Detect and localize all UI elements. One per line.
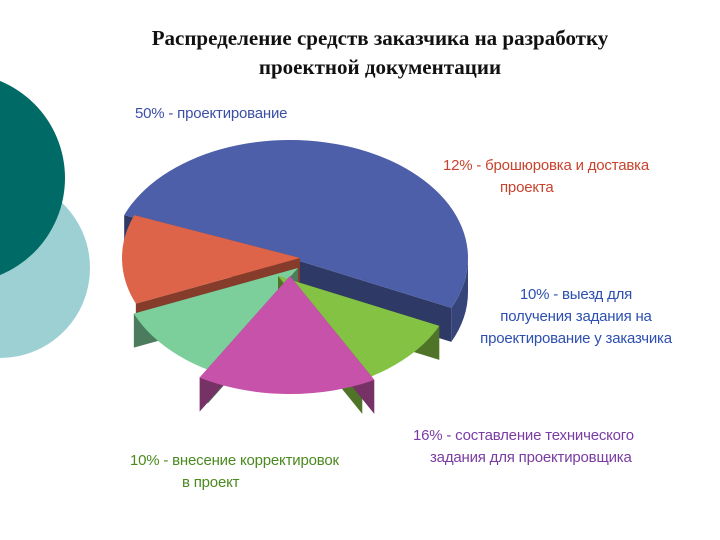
label-corrections-line-1: 10% - внесение корректировок — [130, 452, 339, 469]
slice-site-visit-top — [133, 268, 298, 370]
label-binding-delivery-line-2: проекта — [500, 179, 554, 196]
label-projecting-line-1: 50% - проектирование — [135, 105, 288, 122]
slice-tech-spec — [199, 276, 375, 414]
label-site-visit: 10% - выезд для получения задания на про… — [476, 284, 676, 350]
label-site-visit-line-2: получения задания на — [500, 308, 652, 325]
slide-title: Распределение средств заказчика на разра… — [95, 24, 665, 82]
label-site-visit-line-3: проектирование у заказчика — [480, 330, 672, 347]
label-corrections-line-2: в проект — [182, 474, 240, 491]
slice-binding-delivery-top — [122, 215, 300, 304]
label-tech-spec-line-1: 16% - составление технического — [413, 427, 634, 444]
decor-dark-circle — [0, 80, 65, 276]
title-line-1: Распределение средств заказчика на разра… — [151, 26, 609, 50]
label-binding-delivery-line-1: 12% - брошюровка и доставка — [443, 157, 649, 174]
slice-tech-spec-top — [199, 276, 375, 394]
label-binding-delivery: 12% - брошюровка и доставка проекта — [443, 155, 649, 199]
title-line-2: проектной документации — [258, 55, 502, 79]
label-projecting: 50% - проектирование — [135, 103, 288, 125]
slice-projecting-side — [451, 258, 468, 342]
label-corrections: 10% - внесение корректировок в проект — [130, 450, 339, 494]
slice-corrections-top — [278, 276, 440, 380]
label-site-visit-line-1: 10% - выезд для — [519, 286, 633, 303]
slice-projecting-top — [124, 140, 468, 308]
label-tech-spec: 16% - составление технического задания д… — [413, 425, 634, 469]
label-tech-spec-line-2: задания для проектировщика — [430, 449, 632, 466]
